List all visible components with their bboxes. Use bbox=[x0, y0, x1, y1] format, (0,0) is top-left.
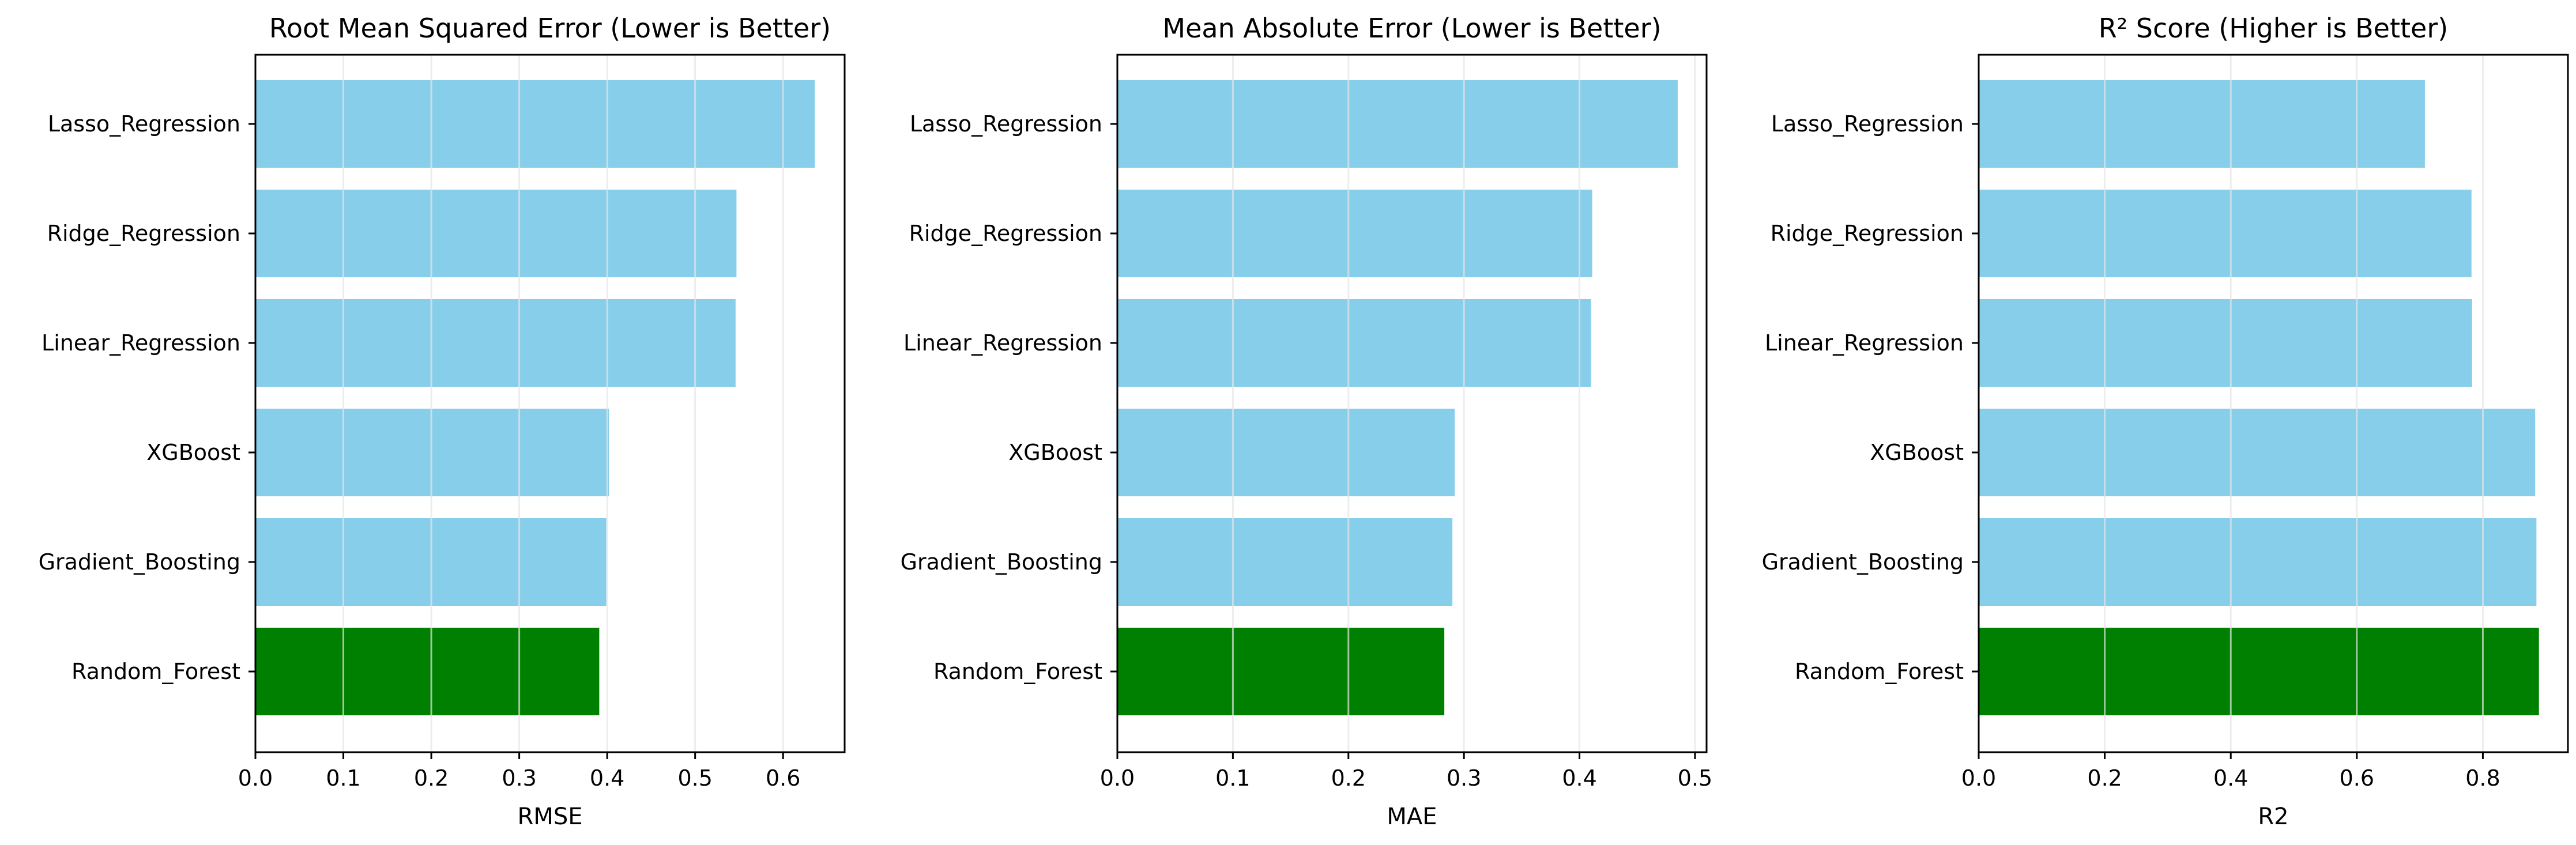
bar-lasso-regression bbox=[255, 80, 815, 168]
y-tick-label: Linear_Regression bbox=[903, 330, 1102, 356]
x-tick-label: 0.2 bbox=[1331, 765, 1366, 791]
bar-linear-regression bbox=[1117, 299, 1591, 387]
y-tick-label: Linear_Regression bbox=[1765, 330, 1964, 356]
y-tick-label: Gradient_Boosting bbox=[1762, 549, 1964, 575]
x-tick-label: 0.4 bbox=[2213, 765, 2248, 791]
y-tick-label: Ridge_Regression bbox=[1771, 221, 1964, 246]
chart-panel-2: 0.0 0.1 0.2 0.3 0.4 0.5 Lasso_Regression Ridge_… bbox=[901, 13, 1713, 830]
y-tick-label: XGBoost bbox=[146, 440, 240, 465]
y-tick-label: Random_Forest bbox=[933, 659, 1102, 684]
x-tick-label: 0.3 bbox=[502, 765, 536, 791]
x-tick-label: 0.0 bbox=[1100, 765, 1135, 791]
x-tick-label: 0.0 bbox=[1961, 765, 1996, 791]
bar-ridge-regression bbox=[1117, 190, 1592, 277]
y-tick-label: Lasso_Regression bbox=[910, 111, 1102, 137]
x-axis-label: RMSE bbox=[518, 803, 583, 830]
chart-title: R² Score (Higher is Better) bbox=[2099, 13, 2448, 44]
x-tick-label: 0.5 bbox=[1678, 765, 1712, 791]
x-tick-label: 0.2 bbox=[2087, 765, 2122, 791]
y-tick-label: Linear_Regression bbox=[42, 330, 240, 356]
bar-random-forest bbox=[255, 628, 600, 715]
bar-xgboost bbox=[1117, 409, 1455, 496]
y-tick-label: Ridge_Regression bbox=[909, 221, 1102, 246]
y-tick-label: XGBoost bbox=[1008, 440, 1102, 465]
x-tick-label: 0.5 bbox=[677, 765, 712, 791]
bar-xgboost bbox=[1979, 409, 2536, 496]
y-tick-label: Random_Forest bbox=[71, 659, 240, 684]
x-axis-label: R2 bbox=[2258, 803, 2288, 830]
x-tick-label: 0.3 bbox=[1447, 765, 1481, 791]
bar-xgboost bbox=[255, 409, 609, 496]
x-tick-label: 0.6 bbox=[766, 765, 800, 791]
axes-frame bbox=[1978, 54, 2569, 753]
chart-panel-1: 0.0 0.1 0.2 0.3 0.4 0.5 0.6 Lasso_Regression Rid… bbox=[39, 13, 846, 830]
y-tick-label: Lasso_Regression bbox=[48, 111, 240, 137]
bar-linear-regression bbox=[1979, 299, 2472, 387]
x-tick-label: 0.8 bbox=[2465, 765, 2500, 791]
bar-ridge-regression bbox=[255, 190, 737, 277]
chart-title: Mean Absolute Error (Lower is Better) bbox=[1162, 13, 1661, 44]
x-tick-label: 0.1 bbox=[326, 765, 360, 791]
y-tick-label: Gradient_Boosting bbox=[39, 549, 240, 575]
y-tick-label: Gradient_Boosting bbox=[901, 549, 1102, 575]
y-tick-label: XGBoost bbox=[1870, 440, 1964, 465]
x-tick-label: 0.0 bbox=[238, 765, 273, 791]
bar-ridge-regression bbox=[1979, 190, 2472, 277]
chart-title: Root Mean Squared Error (Lower is Better… bbox=[269, 13, 831, 44]
y-tick-label: Ridge_Regression bbox=[47, 221, 240, 246]
x-tick-label: 0.4 bbox=[590, 765, 624, 791]
y-tick-label: Random_Forest bbox=[1795, 659, 1964, 684]
y-tick-label: Lasso_Regression bbox=[1771, 111, 1964, 137]
x-tick-label: 0.2 bbox=[414, 765, 449, 791]
bar-gradient-boosting bbox=[1979, 518, 2537, 606]
x-axis-label: MAE bbox=[1387, 803, 1437, 830]
bar-gradient-boosting bbox=[1117, 518, 1453, 606]
bar-lasso-regression bbox=[1117, 80, 1678, 168]
x-tick-label: 0.6 bbox=[2340, 765, 2374, 791]
axes-frame bbox=[1116, 54, 1708, 753]
axes-frame bbox=[254, 54, 846, 753]
x-tick-label: 0.4 bbox=[1562, 765, 1596, 791]
chart-panel-3: 0.0 0.2 0.4 0.6 0.8 Lasso_Regression Ridge_Reg… bbox=[1762, 13, 2569, 830]
bar-random-forest bbox=[1117, 628, 1445, 715]
bar-random-forest bbox=[1979, 628, 2539, 715]
bar-linear-regression bbox=[255, 299, 736, 387]
x-tick-label: 0.1 bbox=[1215, 765, 1250, 791]
bar-lasso-regression bbox=[1979, 80, 2425, 168]
